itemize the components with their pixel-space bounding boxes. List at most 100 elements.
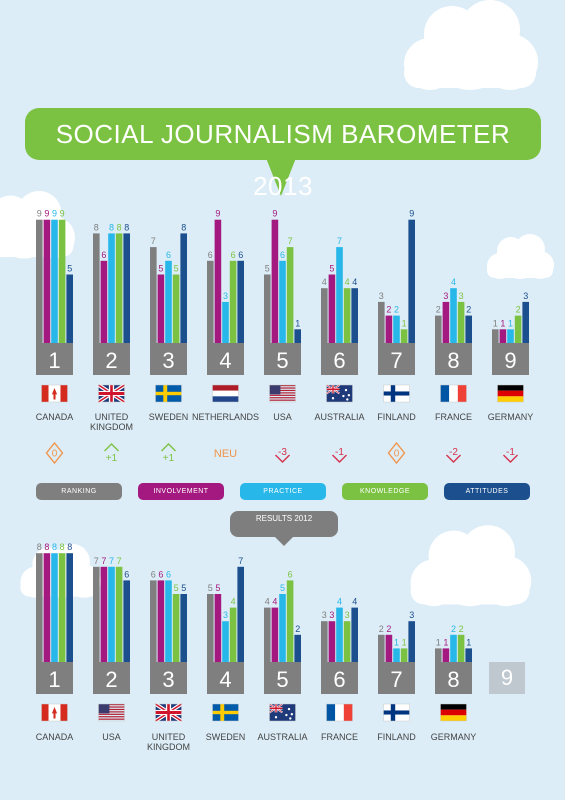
australia-flag-icon — [268, 703, 296, 722]
rank-number: 8 — [447, 348, 459, 373]
value-label-attitudes: 5 — [67, 264, 72, 274]
country-label: SWEDEN — [206, 732, 246, 742]
value-label-practice: 1 — [394, 637, 399, 647]
bar-attitudes — [465, 315, 472, 343]
bar-ranking — [36, 219, 43, 343]
rank-box — [207, 343, 244, 375]
rank-number: 1 — [48, 667, 60, 692]
bar-ranking — [207, 260, 214, 343]
value-label-ranking: 3 — [322, 610, 327, 620]
value-label-ranking: 6 — [208, 250, 213, 260]
rank-change-text: -1 — [506, 447, 515, 458]
rank-box — [378, 662, 415, 694]
bar-ranking — [264, 607, 271, 662]
value-label-involvement: 9 — [215, 209, 220, 219]
value-label-involvement: 2 — [386, 305, 391, 315]
value-label-ranking: 9 — [37, 209, 42, 219]
value-label-practice: 7 — [337, 236, 342, 246]
value-label-attitudes: 7 — [238, 556, 243, 566]
value-label-attitudes: 8 — [124, 222, 129, 232]
rank-change-text: 0 — [52, 449, 58, 460]
value-label-knowledge: 1 — [402, 637, 407, 647]
bar-attitudes — [522, 301, 529, 343]
value-label-involvement: 5 — [215, 583, 220, 593]
rank-number: 5 — [276, 348, 288, 373]
rank-box — [264, 343, 301, 375]
value-label-ranking: 7 — [94, 556, 99, 566]
value-label-attitudes: 9 — [409, 209, 414, 219]
germany-flag-icon — [497, 384, 524, 403]
bar-knowledge — [115, 233, 123, 343]
rank-box — [36, 662, 73, 694]
bar-knowledge — [343, 288, 351, 343]
bar-practice — [279, 260, 286, 343]
bar-ranking — [492, 329, 499, 343]
country-label: CANADA — [36, 412, 74, 422]
country-label: AUSTRALIA — [257, 732, 307, 742]
bar-practice — [393, 648, 400, 662]
bar-involvement — [442, 301, 450, 343]
netherlands-flag-icon — [212, 384, 239, 403]
country-label: FINLAND — [377, 412, 416, 422]
value-label-practice: 3 — [223, 291, 228, 301]
value-label-practice: 5 — [280, 583, 285, 593]
value-label-involvement: 2 — [386, 624, 391, 634]
bar-knowledge — [286, 247, 294, 343]
bar-practice — [222, 301, 229, 343]
value-label-ranking: 4 — [265, 597, 270, 607]
bar-practice — [165, 260, 172, 343]
rank-box — [435, 662, 472, 694]
bar-involvement — [214, 594, 222, 662]
bar-knowledge — [286, 580, 294, 662]
bar-ranking — [321, 621, 328, 662]
rank-number: 4 — [219, 348, 231, 373]
rank-box — [93, 662, 130, 694]
rank-change-text: -2 — [449, 447, 458, 458]
rank-change-same: 0 — [387, 441, 406, 465]
country-label: USA — [102, 732, 121, 742]
finland-flag-icon — [383, 703, 410, 722]
title-bubble — [25, 108, 541, 160]
country-label: UNITED KINGDOM — [147, 732, 190, 752]
bar-practice — [222, 621, 229, 662]
bar-ranking — [378, 301, 385, 343]
value-label-knowledge: 7 — [288, 236, 293, 246]
bar-involvement — [157, 580, 165, 662]
value-label-attitudes: 2 — [295, 624, 300, 634]
value-label-knowledge: 6 — [288, 569, 293, 579]
bar-practice — [336, 607, 343, 662]
bar-attitudes — [66, 553, 73, 662]
bar-attitudes — [294, 634, 301, 662]
legend-ranking: RANKING — [36, 483, 122, 500]
value-label-attitudes: 2 — [466, 305, 471, 315]
bar-attitudes — [237, 566, 244, 662]
value-label-ranking: 2 — [436, 305, 441, 315]
australia-flag-icon — [325, 384, 353, 403]
value-label-practice: 6 — [166, 569, 171, 579]
rank-number: 3 — [162, 667, 174, 692]
value-label-knowledge: 3 — [459, 291, 464, 301]
bar-attitudes — [180, 233, 187, 343]
bar-attitudes — [351, 607, 358, 662]
value-label-practice: 6 — [280, 250, 285, 260]
bar-practice — [51, 219, 58, 343]
value-label-practice: 8 — [52, 542, 57, 552]
value-label-practice: 1 — [508, 318, 513, 328]
rank-change-text: -3 — [278, 447, 287, 458]
bar-involvement — [157, 274, 165, 343]
bar-knowledge — [115, 566, 123, 662]
rank-change-text: 0 — [394, 449, 400, 460]
bar-knowledge — [400, 648, 408, 662]
country-label: FINLAND — [377, 732, 416, 742]
bar-knowledge — [229, 260, 237, 343]
up-arrow-icon — [161, 443, 176, 452]
value-label-knowledge: 7 — [117, 556, 122, 566]
bar-attitudes — [180, 594, 187, 662]
bar-involvement — [385, 315, 393, 343]
bar-involvement — [271, 607, 279, 662]
rank-change-up: +1 — [161, 443, 176, 464]
bar-attitudes — [123, 580, 130, 662]
